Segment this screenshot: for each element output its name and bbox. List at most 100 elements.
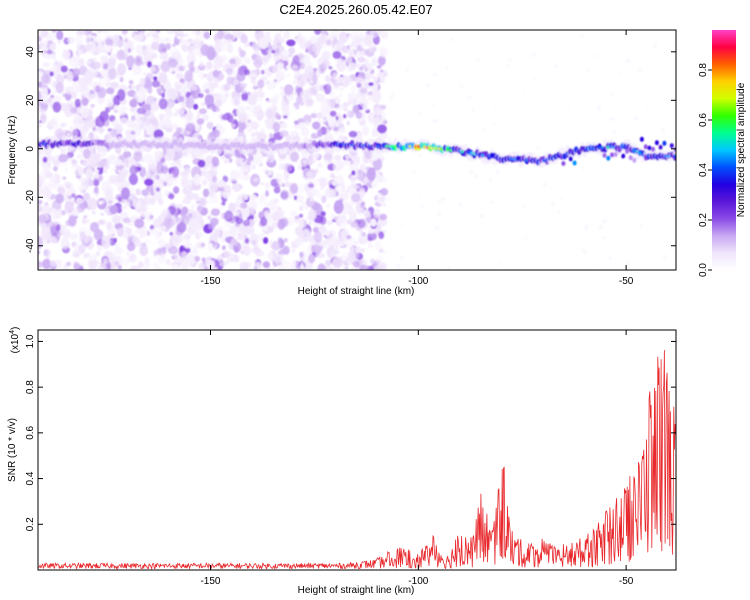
noise-cell (193, 103, 199, 110)
signal-cell (669, 143, 674, 149)
noise-cell (356, 168, 365, 181)
noise-cell (425, 83, 431, 88)
noise-cell (269, 133, 274, 139)
noise-cell (40, 226, 51, 240)
noise-cell (239, 50, 246, 58)
noise-cell (609, 93, 614, 98)
noise-cell (182, 240, 192, 249)
noise-cell (324, 236, 333, 244)
noise-cell (196, 241, 206, 249)
signal-peak (673, 154, 676, 158)
snr-scale-base: (x10 (10, 333, 21, 353)
colorbar-tick-label: 0.8 (698, 63, 709, 77)
noise-cell (348, 33, 353, 38)
noise-cell (281, 260, 291, 270)
noise-cell (447, 266, 451, 270)
noise-cell (345, 60, 350, 65)
noise-cell (230, 170, 239, 182)
noise-cell (149, 214, 154, 220)
noise-cell (637, 67, 643, 72)
noise-cell (297, 165, 302, 170)
noise-cell (38, 41, 44, 49)
noise-cell (331, 180, 338, 187)
noise-cell (329, 172, 335, 178)
noise-cell (273, 186, 281, 194)
noise-cell (117, 227, 124, 237)
noise-cell (294, 194, 305, 203)
noise-cell (92, 179, 100, 187)
noise-cell (305, 101, 313, 108)
noise-cell (57, 232, 62, 237)
noise-cell (52, 101, 62, 113)
noise-cell (364, 67, 368, 72)
signal-cell (625, 148, 629, 154)
noise-cell (360, 202, 364, 208)
signal-cell (568, 156, 573, 162)
noise-cell (97, 244, 103, 251)
noise-cell (38, 199, 43, 205)
noise-cell (286, 217, 294, 227)
noise-cell (258, 36, 269, 50)
noise-cell (95, 115, 105, 128)
noise-cell (306, 171, 314, 179)
noise-cell (328, 245, 332, 248)
noise-cell (224, 210, 234, 222)
noise-cell (51, 89, 56, 95)
noise-cell (152, 37, 158, 43)
noise-cell (253, 55, 263, 69)
noise-cell (320, 187, 324, 190)
noise-cell (76, 204, 86, 213)
noise-cell (223, 250, 232, 258)
noise-cell (379, 213, 388, 221)
noise-cell (369, 258, 376, 265)
noise-cell (193, 255, 201, 262)
noise-cell (168, 178, 178, 186)
noise-cell (327, 34, 332, 38)
noise-cell (345, 189, 349, 194)
noise-cell (49, 71, 54, 77)
noise-cell (238, 223, 248, 235)
noise-cell (62, 49, 71, 60)
noise-cell (75, 33, 83, 45)
noise-cell (175, 159, 182, 166)
noise-cell (114, 247, 124, 255)
noise-cell (123, 258, 130, 266)
noise-cell (88, 131, 95, 140)
noise-cell (38, 174, 41, 178)
noise-cell (243, 99, 247, 104)
noise-cell (72, 128, 79, 138)
noise-cell (350, 221, 358, 228)
noise-cell (341, 205, 349, 216)
noise-cell (65, 183, 71, 189)
noise-cell (278, 163, 286, 171)
noise-cell (204, 93, 215, 107)
noise-cell (86, 219, 90, 224)
noise-cell (380, 51, 386, 58)
noise-cell (490, 200, 494, 204)
noise-cell (253, 151, 263, 166)
noise-cell (264, 182, 271, 189)
noise-cell (359, 229, 363, 234)
noise-cell (326, 128, 331, 133)
noise-cell (234, 159, 239, 164)
noise-cell (259, 97, 263, 102)
noise-cell (585, 69, 590, 73)
noise-cell (371, 180, 379, 189)
noise-cell (376, 109, 386, 124)
noise-cell (334, 185, 343, 192)
noise-cell (325, 204, 331, 208)
noise-cell (317, 263, 326, 270)
noise-cell (281, 95, 285, 101)
noise-cell (139, 227, 148, 238)
noise-cell (298, 32, 302, 38)
noise-cell (257, 233, 265, 239)
noise-cell (610, 116, 615, 122)
noise-cell (250, 72, 257, 79)
noise-cell (263, 212, 269, 216)
noise-cell (316, 93, 326, 103)
noise-cell (128, 79, 134, 85)
noise-cell (356, 82, 362, 88)
noise-cell (99, 56, 104, 60)
noise-cell (170, 123, 178, 130)
noise-cell (194, 34, 204, 43)
